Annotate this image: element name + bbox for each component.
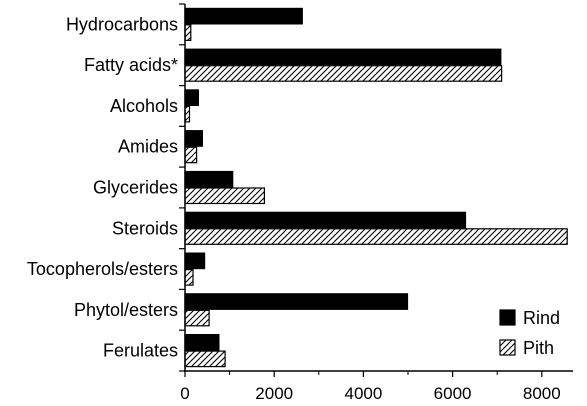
bar-pith-1 — [184, 65, 503, 82]
bar-pith-4 — [184, 187, 266, 205]
category-labels: Hydrocarbons Fatty acids* Alcohols Amides Gl… — [27, 14, 178, 360]
bar-rind-0 — [184, 7, 303, 25]
bar-pith-3 — [184, 146, 198, 164]
category-label: Steroids — [112, 218, 178, 238]
bar-pith-8 — [184, 350, 226, 368]
category-label: Glycerides — [93, 178, 178, 198]
x-tick-label: 4000 — [344, 384, 382, 403]
category-label: Tocopherols/esters — [27, 259, 178, 279]
x-tick-labels: 0 2000 4000 6000 8000 — [180, 384, 560, 403]
legend-swatch-rind — [499, 309, 516, 326]
category-label: Amides — [118, 137, 178, 157]
legend-swatch-pith — [499, 339, 516, 356]
bar-pith-0 — [184, 24, 192, 41]
category-label: Fatty acids* — [84, 55, 178, 75]
legend-label-rind: Rind — [523, 308, 560, 328]
bar-rind-5 — [184, 211, 467, 229]
category-label: Phytol/esters — [74, 300, 178, 320]
bar-pith-7 — [184, 309, 210, 327]
x-tick-label: 2000 — [255, 384, 293, 403]
category-label: Alcohols — [110, 96, 178, 116]
category-label: Ferulates — [103, 341, 178, 361]
x-tick-label: 0 — [180, 384, 189, 403]
bar-rind-2 — [184, 89, 199, 107]
legend-label-pith: Pith — [523, 338, 554, 358]
bars-layer — [184, 7, 568, 368]
legend: Rind Pith — [499, 308, 560, 358]
x-tick-label: 6000 — [434, 384, 472, 403]
bar-rind-1 — [184, 48, 502, 66]
bar-pith-5 — [184, 228, 568, 245]
x-tick-label: 8000 — [523, 384, 561, 403]
bar-pith-6 — [184, 269, 194, 286]
category-label: Hydrocarbons — [66, 14, 178, 34]
axes-layer — [179, 3, 573, 377]
bar-rind-7 — [184, 293, 409, 310]
bar-rind-3 — [184, 130, 203, 147]
bar-rind-4 — [184, 170, 234, 188]
bar-rind-8 — [184, 334, 220, 351]
bar-rind-6 — [184, 252, 206, 270]
